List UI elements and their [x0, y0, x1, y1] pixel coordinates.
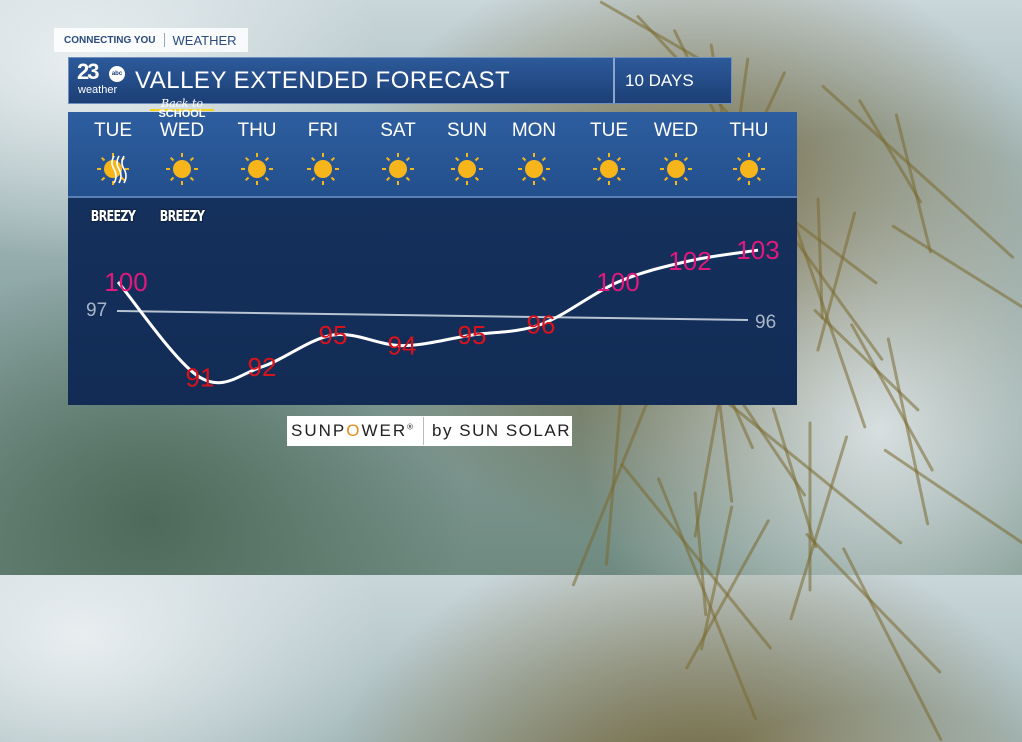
breezy-label: BREEZY — [159, 207, 205, 225]
page-title: VALLEY EXTENDED FORECAST — [135, 66, 511, 94]
high-temp-label: 103 — [736, 235, 779, 265]
badge-script: Back to — [160, 97, 203, 110]
high-temp-label: 95 — [319, 320, 348, 350]
sun-icon — [659, 152, 693, 186]
sun-icon — [381, 152, 415, 186]
sun-icon — [450, 152, 484, 186]
sponsor-by: by SUN SOLAR — [432, 421, 571, 440]
high-temp-label: 100 — [596, 267, 639, 297]
day-label: THU — [237, 120, 277, 141]
normal-temp-label: 97 — [86, 300, 107, 321]
day-label: SUN — [446, 120, 488, 141]
high-temp-label: 92 — [248, 352, 277, 382]
day-label: MON — [511, 120, 557, 141]
high-temp-line — [116, 248, 759, 385]
tagline-text: CONNECTING YOU — [64, 34, 156, 46]
high-temp-label: 102 — [668, 246, 711, 276]
divider — [163, 33, 165, 47]
day-label: SAT — [380, 120, 416, 141]
sun-icon — [592, 152, 626, 186]
logo-number: 23 — [77, 58, 100, 84]
breezy-label: BREEZY — [90, 207, 136, 225]
high-temp-label: 94 — [388, 331, 417, 361]
day-label: TUE — [590, 120, 628, 141]
sponsor-brand: SUNPOWER® — [291, 421, 416, 440]
back-to-school-badge: Back to SCHOOL — [150, 98, 214, 120]
sun-icon — [732, 152, 766, 186]
palm-leaf — [841, 546, 943, 742]
normal-temp-line — [116, 310, 749, 321]
day-row: TUE WED THU FRI SAT SUN MON TUE WED THU — [68, 112, 797, 198]
station-tagline: CONNECTING YOU WEATHER — [54, 28, 248, 52]
day-label: WED — [653, 120, 699, 141]
day-label: TUE — [94, 120, 132, 141]
sun-wind-icon — [96, 152, 130, 186]
sun-icon — [165, 152, 199, 186]
high-temp-label: 91 — [186, 362, 215, 392]
forecast-range: 10 DAYS — [613, 58, 694, 103]
divider — [423, 417, 425, 445]
high-temp-label: 96 — [527, 309, 556, 339]
temperature-plot: 97 96 100 91 92 95 94 95 96 100 102 103 — [86, 235, 780, 392]
forecast-header: 23 abc weather VALLEY EXTENDED FORECAST … — [68, 57, 732, 104]
logo-network: abc — [109, 65, 125, 82]
sun-icon — [240, 152, 274, 186]
normal-temp-label: 96 — [755, 312, 776, 333]
sun-icon — [306, 152, 340, 186]
high-temp-label: 95 — [458, 320, 487, 350]
tagline-section: WEATHER — [172, 32, 237, 48]
day-label: FRI — [307, 120, 339, 141]
high-temp-label: 100 — [104, 267, 147, 297]
badge-word: SCHOOL — [150, 109, 214, 120]
logo-word: weather — [78, 83, 118, 96]
station-logo: 23 abc weather — [75, 58, 131, 101]
day-label: WED — [159, 120, 205, 141]
day-label: THU — [729, 120, 769, 141]
sponsor-banner: SUNPOWER® by SUN SOLAR — [287, 416, 572, 446]
sun-icon — [517, 152, 551, 186]
